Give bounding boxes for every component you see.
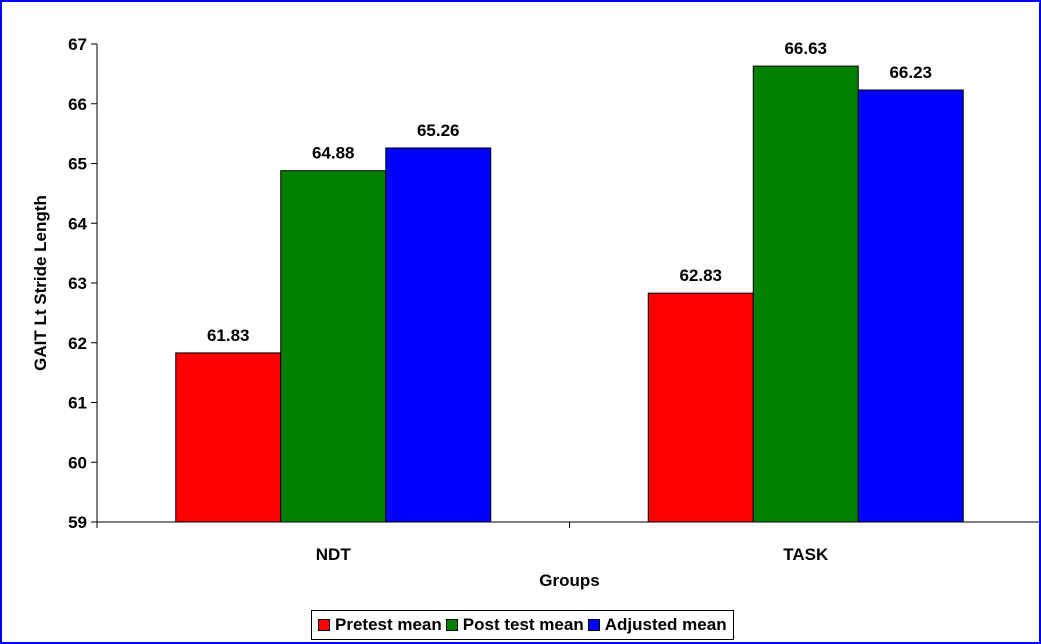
data-label-task-post-test-mean: 66.63 [784,39,827,58]
legend-label-pretest: Pretest mean [335,615,442,634]
y-tick-label: 63 [68,274,87,293]
y-tick-label: 59 [68,513,87,532]
y-tick-label: 67 [68,35,87,54]
legend-swatch-adjusted [587,619,600,631]
y-tick-label: 61 [68,394,87,413]
x-tick-label-ndt: NDT [316,545,352,564]
x-axis-title: Groups [539,571,599,590]
y-axis-ticks: 59 60 61 62 63 64 65 66 67 [68,35,97,532]
bar-ndt-adjusted-mean [385,147,492,523]
legend-swatch-posttest [445,619,458,631]
legend-item-adjusted: Adjusted mean [587,615,727,635]
data-label-ndt-pretest-mean: 61.83 [207,326,250,345]
data-labels: 61.83 64.88 65.26 62.83 66.63 66.23 [207,39,932,345]
legend-label-posttest: Post test mean [462,615,584,634]
y-tick-label: 64 [68,214,87,233]
y-tick-label: 66 [68,95,87,114]
bar-ndt-pretest-mean [175,352,282,523]
legend-label-adjusted: Adjusted mean [604,615,727,634]
data-label-task-pretest-mean: 62.83 [679,266,722,285]
data-label-task-adjusted-mean: 66.23 [889,63,932,82]
bar-task-post-test-mean [752,65,859,523]
bar-task-adjusted-mean [857,89,964,523]
y-tick-label: 65 [68,155,87,174]
x-tick-label-task: TASK [783,545,829,564]
bar-task-pretest-mean [647,292,754,523]
y-tick-label: 62 [68,334,87,353]
chart-legend: Pretest mean Post test mean Adjusted mea… [311,610,734,640]
legend-swatch-pretest [318,619,330,631]
bar-ndt-post-test-mean [280,170,387,523]
data-label-ndt-post-test-mean: 64.88 [312,144,355,163]
bars [175,65,964,523]
legend-item-posttest: Post test mean [445,615,584,635]
x-axis-ticks: NDT TASK [96,522,829,564]
data-label-ndt-adjusted-mean: 65.26 [417,121,460,140]
y-axis-title: GAIT Lt Stride Length [31,195,50,371]
legend-item-pretest: Pretest mean [318,615,442,635]
y-tick-label: 60 [68,453,87,472]
